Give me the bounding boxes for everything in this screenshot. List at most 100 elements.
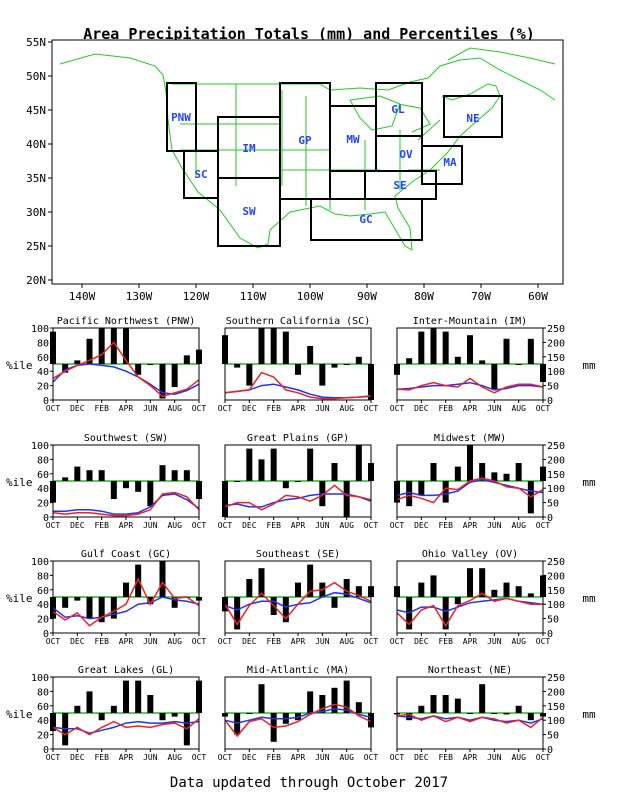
- month-label: OCT: [364, 521, 379, 530]
- observed-precip-line: [52, 491, 200, 517]
- pct-axis-label: %ile: [6, 476, 33, 489]
- region-label-sc: SC: [194, 168, 207, 181]
- pct-tick-label: 100: [31, 557, 49, 568]
- month-label: APR: [119, 637, 134, 646]
- percentile-bar: [406, 358, 413, 364]
- lat-label: 30N: [26, 206, 46, 219]
- month-label: OCT: [390, 637, 405, 646]
- month-label: JUN: [143, 404, 158, 413]
- panel-title: Southwest (SW): [84, 433, 168, 444]
- percentile-bar: [454, 466, 461, 481]
- month-label: OCT: [364, 404, 379, 413]
- coastline: [59, 53, 501, 251]
- observed-precip-line: [224, 371, 372, 400]
- lat-label: 25N: [26, 240, 46, 253]
- percentile-bar: [98, 470, 105, 481]
- month-label: OCT: [192, 404, 207, 413]
- pct-tick-label: 100: [31, 324, 49, 335]
- panel-0: Pacific Northwest (PNW) OCT DEC FEB APR JUN AU…: [6, 316, 206, 413]
- month-label: FEB: [438, 753, 453, 762]
- percentile-bar: [307, 448, 314, 481]
- percentile-bar: [295, 364, 301, 375]
- month-label: APR: [463, 404, 478, 413]
- panel-title: Southern California (SC): [226, 316, 371, 327]
- lon-label: 140W: [69, 290, 96, 303]
- month-label: OCT: [46, 753, 61, 762]
- observed-precip-line: [396, 592, 543, 628]
- month-label: OCT: [46, 404, 61, 413]
- mm-tick-label: 150: [547, 353, 565, 364]
- percentile-bar: [86, 597, 93, 619]
- panel-title: Ohio Valley (OV): [422, 549, 518, 560]
- month-label: OCT: [218, 637, 233, 646]
- percentile-bar: [527, 593, 534, 597]
- percentile-bar: [123, 582, 129, 597]
- month-label: JUN: [487, 521, 502, 530]
- mm-tick-label: 100: [547, 600, 565, 611]
- month-label: OCT: [390, 404, 405, 413]
- month-label: AUG: [339, 753, 354, 762]
- percentile-bar: [282, 597, 289, 623]
- footer-note: Data updated through October 2017: [170, 775, 448, 791]
- month-label: APR: [291, 637, 306, 646]
- pct-tick-label: 60: [37, 586, 49, 597]
- month-label: DEC: [414, 753, 429, 762]
- longitude-labels: 140W 130W 120W 110W 100W 90W 80W 70W 60W: [69, 284, 548, 303]
- lat-label: 35N: [26, 172, 46, 185]
- percentile-bar: [234, 364, 241, 368]
- percentile-bar: [159, 465, 166, 481]
- mm-tick-label: 150: [547, 470, 565, 481]
- percentile-bar: [515, 463, 522, 481]
- month-label: OCT: [390, 521, 405, 530]
- month-label: DEC: [242, 404, 257, 413]
- percentile-bar: [442, 597, 449, 630]
- percentile-bar: [147, 481, 154, 507]
- percentile-bar: [430, 575, 437, 597]
- percentile-bar: [307, 346, 314, 364]
- region-label-im: IM: [242, 142, 256, 155]
- percentile-bar: [171, 713, 178, 717]
- month-label: AUG: [167, 753, 182, 762]
- percentile-bar: [331, 364, 338, 368]
- pct-tick-label: 80: [37, 455, 49, 466]
- mm-tick-label: 200: [547, 687, 565, 698]
- percentile-bar: [246, 579, 253, 597]
- month-label: APR: [463, 521, 478, 530]
- month-label: APR: [463, 753, 478, 762]
- percentile-bar: [135, 680, 142, 713]
- percentile-bar: [86, 470, 93, 481]
- observed-precip-line: [52, 577, 200, 627]
- month-label: OCT: [192, 521, 207, 530]
- pct-tick-label: 0: [43, 396, 49, 407]
- month-label: JUN: [143, 637, 158, 646]
- normal-precip-line: [53, 493, 200, 515]
- mm-tick-label: 250: [547, 557, 565, 568]
- percentile-bar: [454, 597, 461, 605]
- us-region-map: PNW SC IM SW GP MW GL OV SE GC MA NE 55N 50N 45N 40N 35…: [26, 36, 564, 303]
- panel-title: Southeast (SE): [256, 549, 340, 560]
- percentile-bar: [467, 713, 473, 714]
- lat-label: 20N: [26, 274, 46, 287]
- pct-axis-label: %ile: [6, 708, 33, 721]
- month-label: OCT: [192, 753, 207, 762]
- month-label: OCT: [364, 637, 379, 646]
- percentile-bar: [467, 445, 473, 481]
- mm-tick-label: 0: [547, 629, 553, 640]
- month-label: AUG: [339, 404, 354, 413]
- percentile-bar: [258, 568, 265, 597]
- mm-axis-label: mm: [582, 708, 596, 721]
- mm-tick-label: 0: [547, 513, 553, 524]
- percentile-bar: [355, 586, 362, 597]
- percentile-bar: [147, 597, 154, 605]
- percentile-bar: [331, 687, 338, 713]
- region-boxes: [166, 82, 503, 247]
- percentile-bar: [491, 713, 498, 714]
- percentile-bar: [343, 579, 350, 597]
- month-label: JUN: [487, 637, 502, 646]
- percentile-bar: [86, 338, 93, 364]
- month-label: FEB: [438, 521, 453, 530]
- month-label: APR: [119, 753, 134, 762]
- month-label: OCT: [536, 404, 551, 413]
- percentile-bar: [355, 445, 362, 481]
- pct-tick-label: 0: [43, 745, 49, 756]
